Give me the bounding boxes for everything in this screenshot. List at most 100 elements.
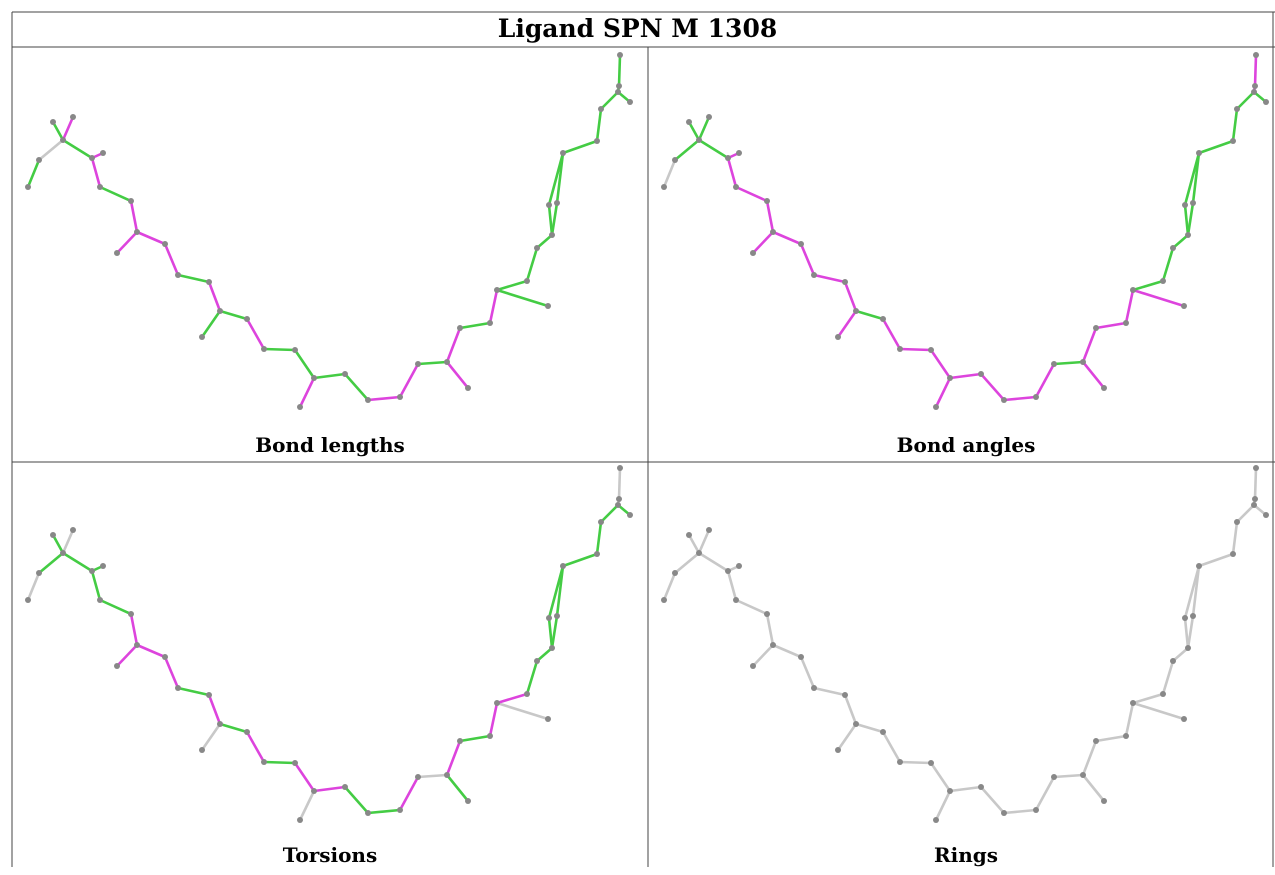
atom-42	[1252, 83, 1258, 89]
atom-15	[835, 747, 841, 753]
atom-24	[415, 774, 421, 780]
bond-0	[662, 158, 677, 189]
bond-28	[488, 288, 499, 325]
atom-41	[1253, 52, 1259, 58]
atom-0	[25, 597, 31, 603]
atom-22	[1001, 397, 1007, 403]
bond-30	[1131, 279, 1165, 292]
atom-7	[733, 597, 739, 603]
bond-9	[115, 230, 139, 255]
atom-4	[706, 114, 712, 120]
atom-34	[1182, 615, 1188, 621]
atom-4	[70, 527, 76, 533]
atom-2	[60, 550, 66, 556]
atom-33	[549, 645, 555, 651]
atom-12	[811, 272, 817, 278]
atom-17	[261, 346, 267, 352]
bond-7	[734, 598, 769, 616]
figure-title: Ligand SPN M 1308	[497, 14, 778, 43]
bond-15	[218, 309, 249, 321]
bond-1	[673, 551, 701, 575]
atom-27	[457, 738, 463, 744]
atom-21	[342, 371, 348, 377]
atom-8	[128, 611, 134, 617]
atom-42	[616, 496, 622, 502]
atom-6	[736, 150, 742, 156]
atom-42	[616, 83, 622, 89]
atom-11	[162, 241, 168, 247]
atom-31	[1160, 691, 1166, 697]
atom-39	[615, 89, 621, 95]
atom-14	[853, 721, 859, 727]
atom-17	[897, 759, 903, 765]
atom-27	[1093, 325, 1099, 331]
atom-15	[199, 334, 205, 340]
atom-1	[672, 157, 678, 163]
atom-11	[162, 654, 168, 660]
bond-31	[1161, 246, 1175, 283]
bond-37	[1197, 139, 1235, 155]
atom-3	[686, 532, 692, 538]
bond-42	[617, 466, 622, 501]
bond-32	[1171, 646, 1190, 663]
bond-34	[550, 614, 559, 650]
atom-19	[311, 375, 317, 381]
atom-28	[487, 733, 493, 739]
bond-15	[218, 722, 249, 734]
bond-14	[200, 309, 222, 339]
atom-9	[770, 642, 776, 648]
bond-17	[262, 760, 297, 765]
bond-34	[1186, 614, 1195, 650]
bond-9	[751, 643, 775, 668]
bond-31	[525, 246, 539, 283]
atom-13	[842, 279, 848, 285]
bond-21	[343, 372, 370, 402]
atom-19	[947, 788, 953, 794]
atom-18	[292, 347, 298, 353]
bond-23	[1034, 775, 1056, 812]
atom-3	[50, 532, 56, 538]
torsions-panel	[25, 465, 633, 823]
bond-31	[1161, 659, 1175, 696]
bond-18	[293, 348, 316, 380]
bond-32	[535, 233, 554, 250]
atom-24	[1051, 774, 1057, 780]
atom-4	[706, 527, 712, 533]
atom-40	[627, 512, 633, 518]
bond-36	[555, 564, 565, 618]
atom-29	[1130, 287, 1136, 293]
bond-18	[293, 761, 316, 793]
atom-0	[661, 597, 667, 603]
bond-39	[1235, 90, 1256, 111]
bond-20	[948, 372, 983, 380]
atom-20	[297, 404, 303, 410]
atom-21	[978, 784, 984, 790]
atom-22	[1001, 810, 1007, 816]
atom-30	[545, 716, 551, 722]
atom-36	[1196, 150, 1202, 156]
bond-16	[881, 317, 902, 351]
atom-26	[465, 798, 471, 804]
atom-7	[97, 184, 103, 190]
atom-33	[549, 232, 555, 238]
atom-30	[1181, 716, 1187, 722]
bond-8	[765, 199, 775, 234]
atom-16	[880, 316, 886, 322]
atom-41	[617, 465, 623, 471]
bond-3	[61, 115, 75, 142]
atom-37	[594, 138, 600, 144]
bond-22	[366, 395, 402, 402]
bond-26	[445, 739, 462, 777]
atom-25	[444, 772, 450, 778]
atom-20	[933, 404, 939, 410]
atom-41	[1253, 465, 1259, 471]
atom-18	[292, 760, 298, 766]
bond-2	[51, 120, 65, 142]
atom-29	[1130, 700, 1136, 706]
bond-17	[898, 760, 933, 765]
atom-31	[1160, 278, 1166, 284]
atom-3	[50, 119, 56, 125]
bond-38	[1231, 107, 1239, 143]
atom-30	[1181, 303, 1187, 309]
atom-16	[244, 729, 250, 735]
